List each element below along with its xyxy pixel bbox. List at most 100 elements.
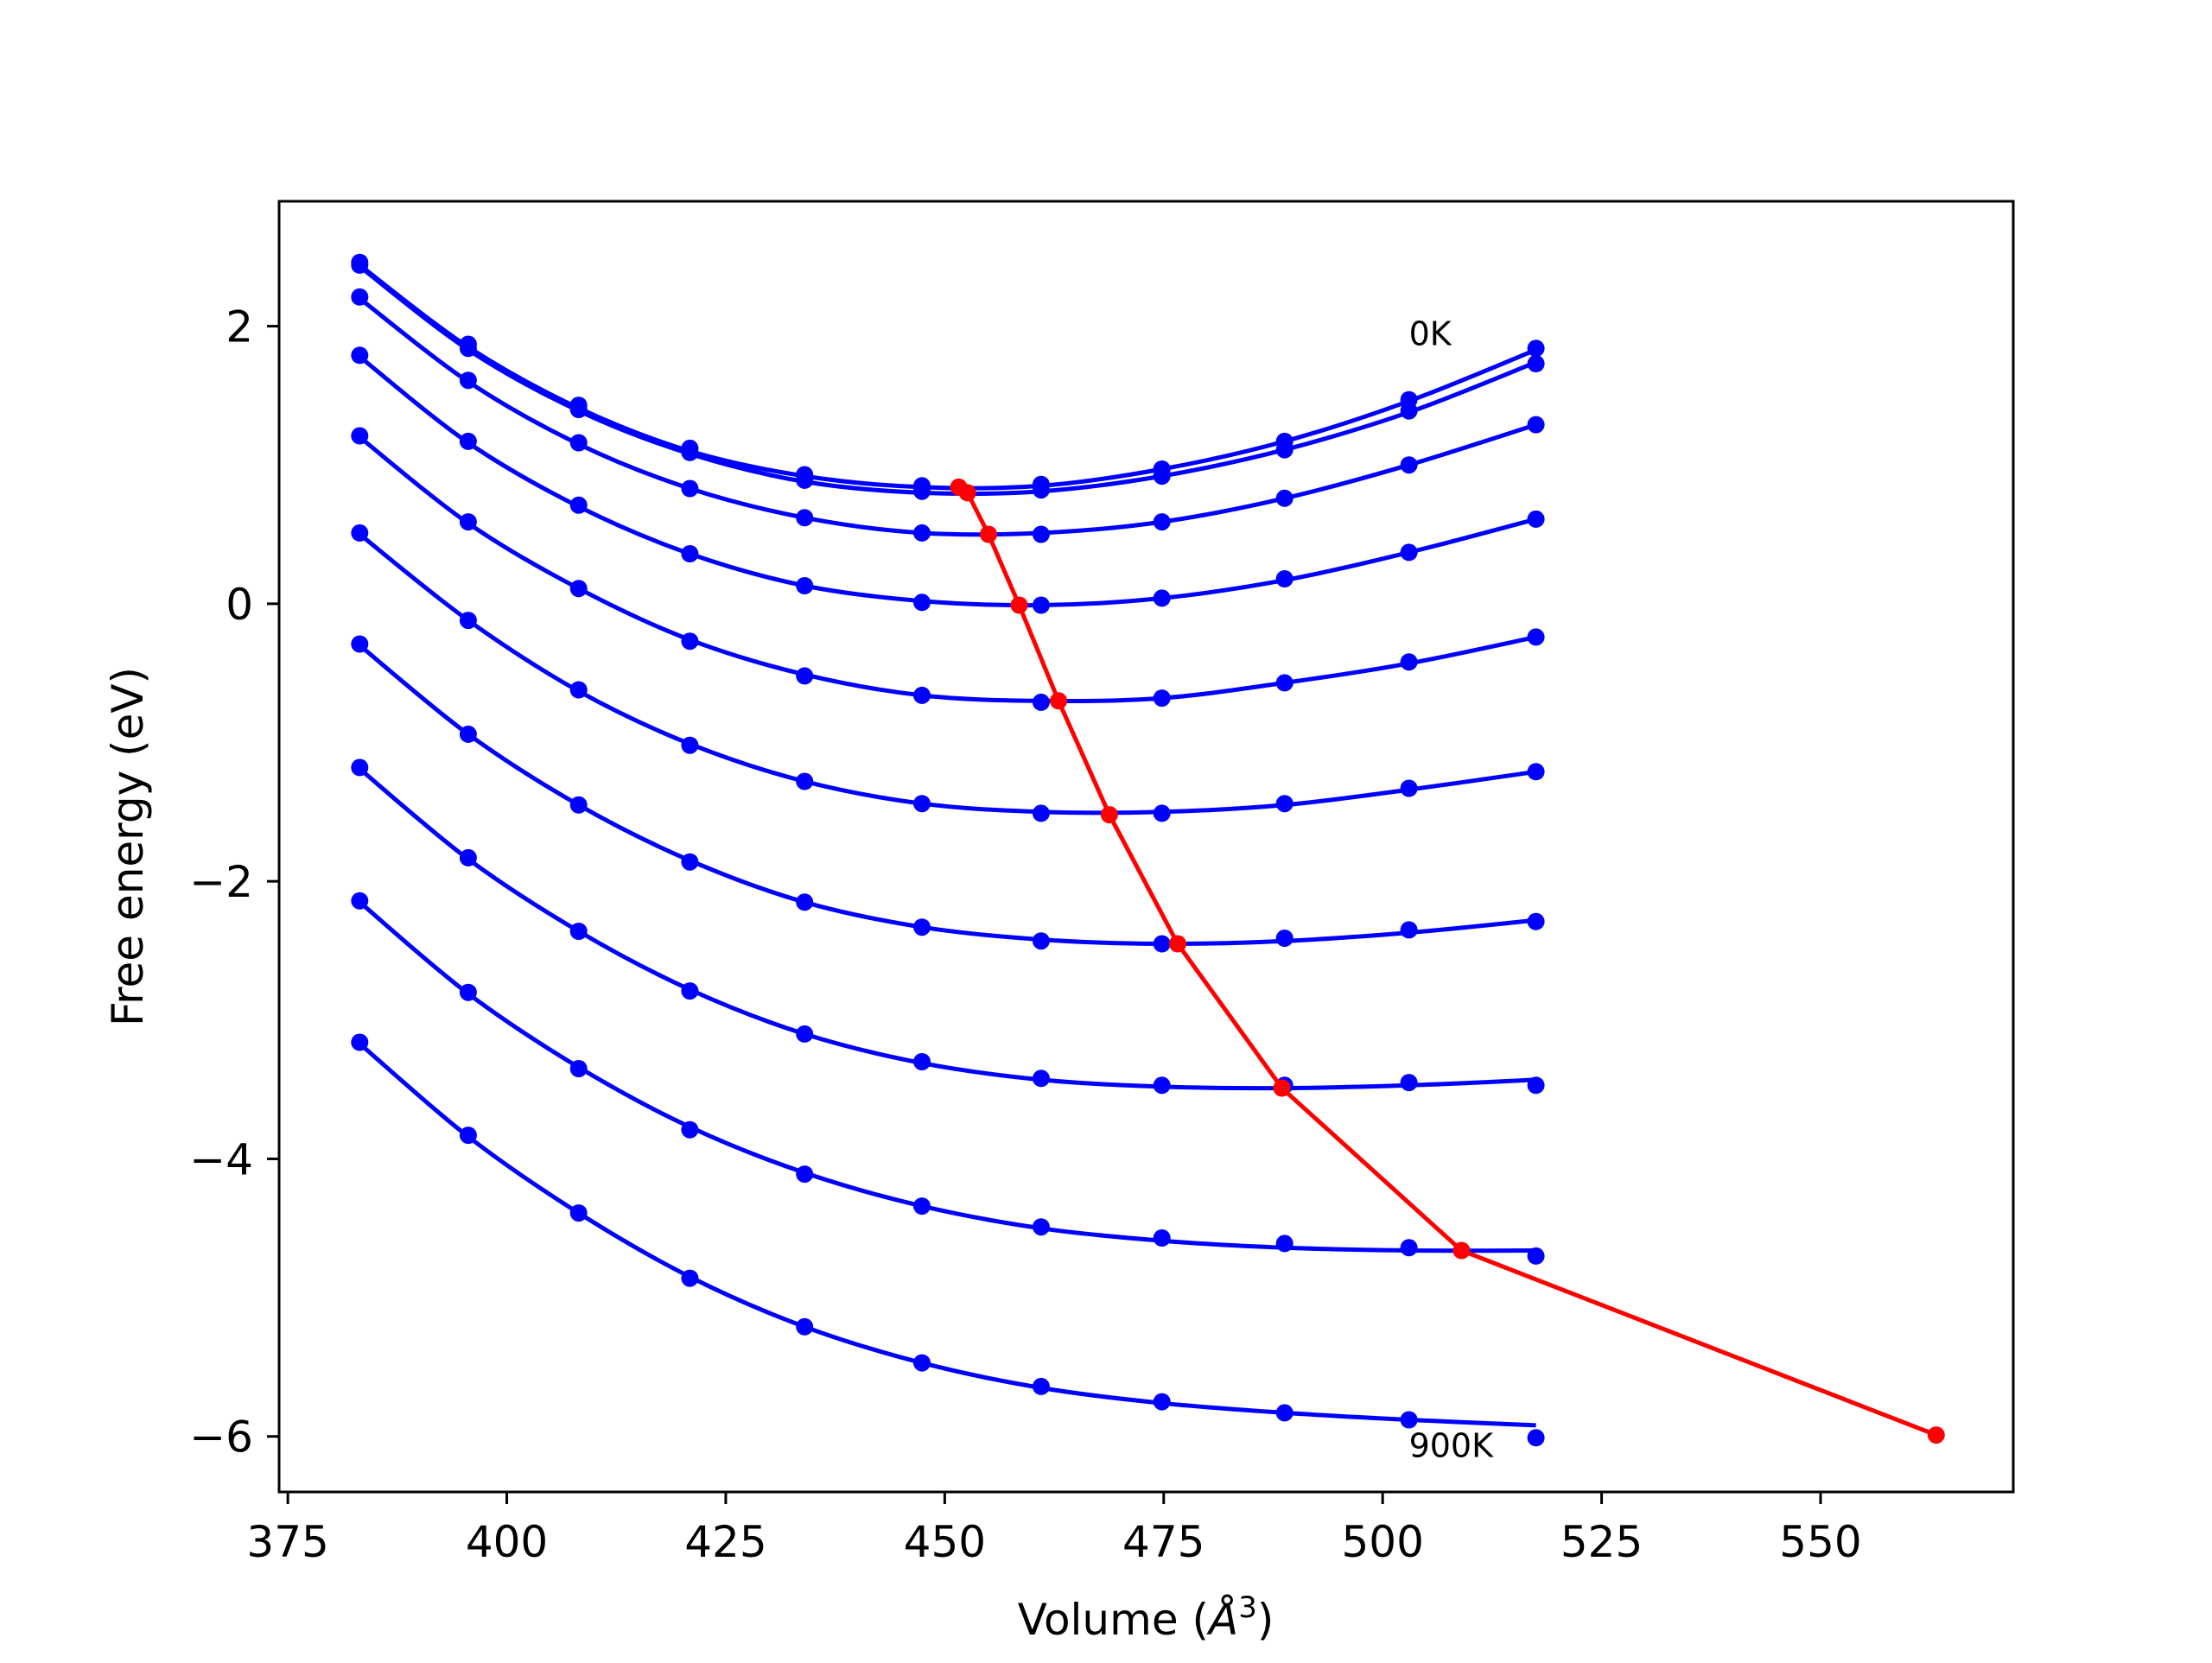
data-point-8-5 bbox=[913, 1197, 931, 1216]
ticks-layer: 375 400 425 450 475 500 525 550 2 0 −2 −4 −6 bbox=[189, 302, 1861, 1567]
data-point-2-0 bbox=[351, 288, 369, 306]
data-point-7-10 bbox=[1527, 1076, 1545, 1095]
data-point-8-8 bbox=[1275, 1235, 1294, 1253]
data-point-1-7 bbox=[1153, 467, 1171, 486]
data-point-1-5 bbox=[913, 482, 931, 500]
data-point-9-6 bbox=[1032, 1377, 1050, 1395]
data-point-3-0 bbox=[351, 346, 369, 365]
data-point-3-9 bbox=[1400, 543, 1418, 562]
data-point-6-10 bbox=[1527, 912, 1545, 930]
data-point-3-4 bbox=[796, 577, 814, 594]
data-point-8-6 bbox=[1032, 1218, 1050, 1236]
data-point-6-5 bbox=[913, 918, 931, 936]
data-point-5-7 bbox=[1153, 804, 1171, 822]
data-point-1-1 bbox=[459, 340, 477, 358]
minimum-point-7 bbox=[1273, 1079, 1291, 1097]
data-point-8-9 bbox=[1400, 1239, 1418, 1257]
x-tick-label-450: 450 bbox=[904, 1517, 986, 1567]
data-point-4-1 bbox=[459, 513, 477, 531]
data-point-7-3 bbox=[681, 982, 699, 1000]
data-point-6-9 bbox=[1400, 921, 1418, 939]
data-point-8-1 bbox=[459, 983, 477, 1001]
data-point-2-9 bbox=[1400, 456, 1418, 474]
data-point-6-2 bbox=[569, 796, 588, 814]
data-point-7-0 bbox=[351, 759, 369, 777]
data-point-8-3 bbox=[681, 1120, 699, 1139]
data-point-9-2 bbox=[569, 1204, 588, 1222]
data-point-6-1 bbox=[459, 725, 477, 743]
data-point-2-10 bbox=[1527, 416, 1545, 434]
data-point-4-10 bbox=[1527, 628, 1545, 646]
data-point-2-8 bbox=[1275, 489, 1294, 507]
minimum-point-2 bbox=[980, 525, 997, 543]
data-point-9-7 bbox=[1153, 1393, 1171, 1411]
data-point-8-0 bbox=[351, 892, 369, 910]
data-point-9-8 bbox=[1275, 1404, 1294, 1422]
data-point-6-8 bbox=[1275, 930, 1294, 947]
data-point-2-2 bbox=[569, 434, 588, 452]
data-point-1-0 bbox=[351, 256, 369, 274]
data-point-9-10 bbox=[1527, 1429, 1545, 1447]
y-tick-label-0: 2 bbox=[226, 302, 253, 352]
data-point-8-4 bbox=[796, 1165, 814, 1184]
data-point-5-2 bbox=[569, 681, 588, 699]
data-point-2-3 bbox=[681, 479, 699, 498]
data-point-7-1 bbox=[459, 848, 477, 866]
y-tick-label-3: −4 bbox=[189, 1134, 253, 1184]
data-point-2-7 bbox=[1153, 513, 1171, 531]
data-point-5-9 bbox=[1400, 779, 1418, 797]
data-point-6-6 bbox=[1032, 932, 1050, 950]
minimum-point-1 bbox=[958, 484, 976, 502]
data-point-5-1 bbox=[459, 612, 477, 630]
data-point-4-5 bbox=[913, 686, 931, 704]
data-point-9-4 bbox=[796, 1317, 814, 1336]
x-tick-label-550: 550 bbox=[1779, 1517, 1861, 1567]
x-tick-label-500: 500 bbox=[1341, 1517, 1423, 1567]
data-point-2-4 bbox=[796, 509, 814, 527]
data-point-1-4 bbox=[796, 471, 814, 489]
data-point-3-3 bbox=[681, 545, 699, 562]
data-point-3-10 bbox=[1527, 510, 1545, 528]
data-point-7-9 bbox=[1400, 1074, 1418, 1092]
data-point-0-10 bbox=[1527, 340, 1545, 358]
y-tick-label-1: 0 bbox=[226, 580, 253, 630]
data-point-1-2 bbox=[569, 401, 588, 418]
data-point-7-4 bbox=[796, 1025, 814, 1043]
plot-frame bbox=[277, 200, 2015, 1494]
minimum-point-3 bbox=[1010, 596, 1028, 614]
data-point-4-3 bbox=[681, 632, 699, 651]
data-point-2-5 bbox=[913, 524, 931, 542]
data-point-6-3 bbox=[681, 853, 699, 871]
x-tick-label-475: 475 bbox=[1122, 1517, 1205, 1567]
data-point-3-6 bbox=[1032, 596, 1050, 614]
x-tick-label-525: 525 bbox=[1560, 1517, 1643, 1567]
annotation-0: 0K bbox=[1409, 315, 1452, 353]
data-point-4-7 bbox=[1153, 689, 1171, 708]
data-point-3-8 bbox=[1275, 570, 1294, 587]
data-point-5-8 bbox=[1275, 795, 1294, 813]
data-point-8-7 bbox=[1153, 1229, 1171, 1247]
data-point-6-0 bbox=[351, 635, 369, 653]
annotation-1: 900K bbox=[1409, 1426, 1495, 1464]
annotations-layer: 0K 900K bbox=[1409, 315, 1495, 1465]
points-layer bbox=[351, 253, 1545, 1447]
minimum-point-5 bbox=[1100, 806, 1118, 824]
data-point-9-5 bbox=[913, 1354, 931, 1372]
data-point-4-4 bbox=[796, 667, 814, 685]
x-axis-title: Volume (Å3) bbox=[1018, 1590, 1274, 1645]
data-point-5-0 bbox=[351, 524, 369, 542]
x-tick-label-425: 425 bbox=[684, 1517, 766, 1567]
x-tick-label-400: 400 bbox=[466, 1517, 548, 1567]
data-point-5-10 bbox=[1527, 763, 1545, 781]
data-point-2-6 bbox=[1032, 525, 1050, 543]
data-point-8-2 bbox=[569, 1060, 588, 1077]
data-point-7-5 bbox=[913, 1053, 931, 1070]
data-point-4-9 bbox=[1400, 653, 1418, 671]
data-point-9-3 bbox=[681, 1269, 699, 1287]
data-point-4-6 bbox=[1032, 693, 1050, 711]
data-point-1-3 bbox=[681, 443, 699, 461]
data-point-1-10 bbox=[1527, 355, 1545, 372]
data-point-9-0 bbox=[351, 1033, 369, 1051]
